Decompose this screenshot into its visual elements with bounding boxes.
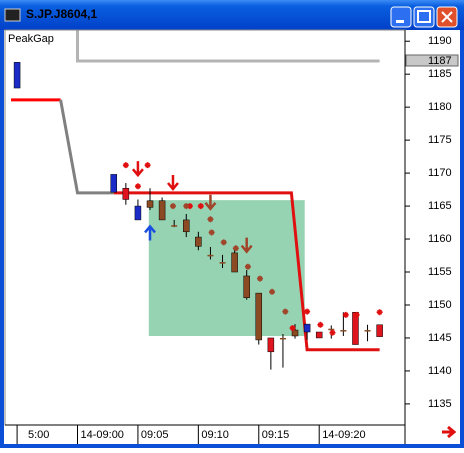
signal-arrow: [240, 237, 253, 254]
y-tick-label: 1135: [428, 398, 452, 410]
y-tick-label: 1140: [428, 365, 452, 377]
candle-body: [13, 62, 21, 89]
signal-star: [342, 311, 349, 318]
candle-body: [376, 324, 383, 337]
signal-star: [207, 216, 214, 223]
plot-area: [11, 30, 383, 370]
signal-star: [197, 203, 204, 210]
signal-arrow: [131, 161, 144, 178]
y-tick-label: 1150: [428, 299, 452, 311]
x-tick-label: 09:15: [262, 429, 290, 441]
minimize-button[interactable]: [390, 6, 412, 28]
x-tick-label: 5:00: [28, 429, 49, 441]
y-tick-label: 1160: [428, 233, 452, 245]
signal-star: [282, 308, 289, 315]
candle-body: [328, 328, 335, 331]
signal-arrow: [204, 194, 217, 211]
signal-star: [186, 203, 193, 210]
candle-body: [134, 205, 142, 221]
y-tick-label: 1175: [428, 134, 452, 146]
candle-body: [158, 200, 166, 221]
x-tick-label: 09:10: [201, 429, 229, 441]
y-tick-label: 1180: [428, 101, 452, 113]
indicator-label: PeakGap: [8, 33, 54, 45]
candle-body: [146, 200, 154, 208]
signal-star: [269, 288, 276, 295]
candle-body: [207, 254, 214, 257]
candle-body: [364, 330, 371, 332]
window-title: S.JP.J8604,1: [26, 7, 98, 21]
signal-star: [232, 245, 239, 252]
y-tick-label: 1190: [428, 35, 452, 47]
x-tick-label: 14-09:00: [81, 429, 124, 441]
x-tick-label: 14-09:20: [322, 429, 365, 441]
y-tick-label: 1165: [428, 200, 452, 212]
x-tick-label: 09:05: [141, 429, 169, 441]
title-bar: [0, 0, 464, 30]
level-line: [76, 30, 380, 63]
signal-star: [289, 325, 296, 332]
signal-arrow: [144, 224, 156, 241]
y-tick-label: 1145: [428, 332, 452, 344]
signal-star: [329, 329, 336, 336]
y-tick-label: 1170: [428, 167, 452, 179]
candle-body: [352, 311, 359, 345]
signal-star: [353, 311, 360, 318]
scroll-arrow[interactable]: [442, 425, 457, 439]
window-buttons[interactable]: [390, 6, 458, 28]
candle-body: [255, 292, 263, 341]
signal-star: [144, 162, 151, 169]
last-price-label: 1187: [428, 55, 452, 67]
signal-star: [122, 162, 129, 169]
candle-body: [315, 331, 323, 339]
candle-body: [110, 174, 118, 193]
window-icon: [4, 8, 21, 22]
candle-body: [279, 337, 286, 340]
candle-body: [183, 219, 190, 233]
candle-body: [219, 262, 226, 264]
signal-star: [376, 309, 383, 316]
signal-star: [244, 263, 251, 270]
candle-body: [122, 188, 130, 200]
signal-star: [134, 183, 141, 190]
signal-star: [304, 308, 311, 315]
candle-body: [231, 252, 238, 273]
signal-star: [208, 229, 215, 236]
signal-arrow: [167, 174, 179, 191]
candle-body: [171, 225, 178, 227]
signal-star: [317, 321, 324, 328]
candle-body: [195, 236, 202, 247]
candle-body: [267, 337, 275, 353]
last-price-box: [405, 54, 459, 67]
signal-star: [169, 203, 176, 210]
candle-body: [303, 323, 311, 333]
signal-star: [183, 203, 190, 210]
candle-body: [243, 275, 250, 298]
signal-star: [256, 275, 263, 282]
candle-body: [291, 329, 299, 337]
level-line: [59, 99, 114, 195]
candle-body: [340, 330, 347, 332]
y-tick-label: 1185: [428, 68, 452, 80]
y-tick-label: 1155: [428, 266, 452, 278]
signal-zone: [148, 200, 305, 336]
signal-star: [220, 239, 227, 246]
level-line: [113, 191, 380, 352]
